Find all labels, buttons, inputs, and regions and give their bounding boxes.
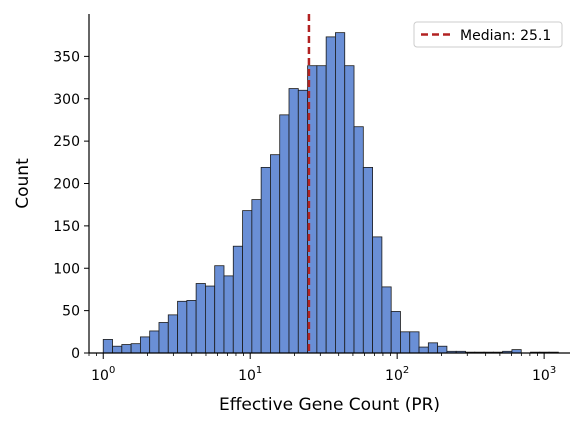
x-tick-label: 102 bbox=[385, 365, 409, 384]
histogram-bar bbox=[121, 344, 132, 354]
x-axis-ticks: 100 101 102 103 bbox=[88, 353, 556, 384]
histogram-bar bbox=[186, 300, 197, 354]
legend-box bbox=[413, 21, 563, 48]
histogram-bar bbox=[177, 300, 188, 354]
histogram-bar bbox=[214, 265, 225, 354]
histogram-bar bbox=[390, 311, 401, 354]
histogram-bar bbox=[223, 275, 234, 354]
histogram-bar bbox=[427, 342, 439, 354]
histogram-bar bbox=[418, 346, 429, 354]
histogram-bar bbox=[409, 331, 420, 354]
y-tick-label: 300 bbox=[53, 92, 80, 108]
histogram-bar bbox=[353, 126, 364, 354]
histogram-bar bbox=[158, 322, 169, 354]
histogram-bar bbox=[112, 345, 123, 354]
histogram-bar bbox=[279, 114, 290, 354]
y-tick-label: 250 bbox=[53, 134, 80, 150]
histogram-bar bbox=[335, 32, 346, 354]
y-tick-label: 0 bbox=[71, 346, 80, 362]
legend-median-label: Median: 25.1 bbox=[460, 28, 551, 44]
histogram-bar bbox=[205, 285, 216, 354]
histogram-bar bbox=[344, 65, 355, 354]
y-tick-label: 50 bbox=[62, 304, 80, 320]
histogram-bar bbox=[362, 166, 373, 354]
histogram-bar bbox=[149, 330, 160, 354]
y-tick-label: 200 bbox=[53, 177, 80, 193]
histogram-bar bbox=[130, 343, 141, 354]
x-tick-label: 101 bbox=[238, 365, 262, 384]
histogram-bar bbox=[437, 345, 448, 354]
histogram-bar bbox=[195, 283, 206, 354]
histogram-bar bbox=[400, 331, 411, 354]
histogram-bar bbox=[251, 199, 262, 354]
x-tick-label: 100 bbox=[91, 365, 115, 384]
histogram-bar bbox=[297, 89, 308, 354]
y-axis-ticks: 0 50 100 150 200 250 300 350 bbox=[53, 49, 89, 362]
y-tick-label: 150 bbox=[53, 219, 80, 235]
y-axis-label: Count bbox=[13, 158, 33, 209]
histogram-bar bbox=[316, 65, 327, 354]
histogram-bar bbox=[381, 286, 392, 354]
histogram-bars bbox=[102, 32, 559, 354]
y-tick-label: 100 bbox=[53, 261, 80, 277]
y-tick-label: 350 bbox=[53, 49, 80, 65]
histogram-bar bbox=[270, 154, 281, 354]
legend: Median: 25.1 bbox=[413, 21, 563, 48]
histogram-bar bbox=[232, 245, 243, 354]
histogram-bar bbox=[102, 339, 113, 354]
histogram-bar bbox=[242, 210, 253, 354]
x-tick-label: 103 bbox=[532, 365, 556, 384]
histogram-bar bbox=[167, 314, 178, 354]
x-axis-label: Effective Gene Count (PR) bbox=[219, 395, 440, 415]
histogram-bar bbox=[139, 336, 151, 354]
histogram-bar bbox=[372, 236, 383, 354]
histogram-bar bbox=[260, 166, 271, 354]
histogram-bar bbox=[288, 88, 299, 354]
histogram-bar bbox=[325, 36, 336, 354]
